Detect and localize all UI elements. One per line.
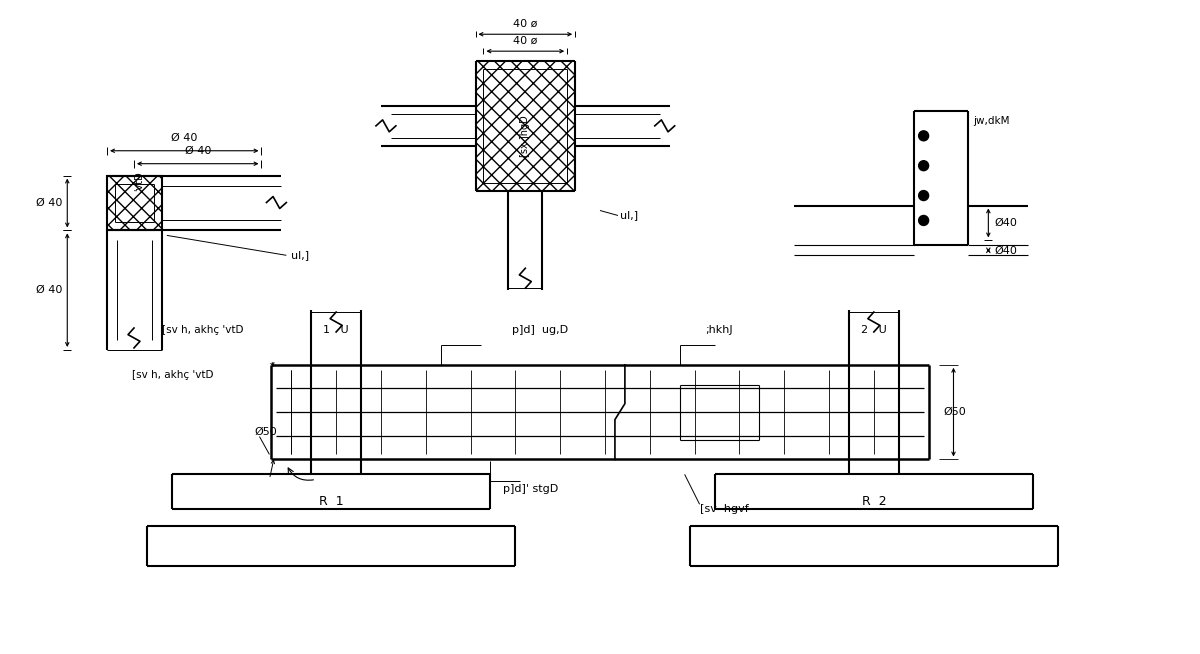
Bar	[107, 176, 162, 230]
Text: [sx ]hgD: [sx ]hgD	[521, 115, 530, 157]
Text: [sv  hgvf: [sv hgvf	[700, 504, 749, 514]
Text: jw,dkM: jw,dkM	[973, 116, 1010, 126]
Bar	[475, 61, 575, 190]
Text: 40 ø: 40 ø	[514, 18, 538, 28]
Text: 2   U: 2 U	[860, 325, 887, 335]
Text: Ø40: Ø40	[995, 245, 1018, 255]
Text: p]d]' stgD: p]d]' stgD	[503, 485, 558, 494]
Text: Ø 40: Ø 40	[170, 133, 197, 143]
Text: ;hkhJ: ;hkhJ	[706, 325, 733, 335]
Text: [sv h, akhç 'vtD: [sv h, akhç 'vtD	[132, 370, 214, 380]
Text: 1   U: 1 U	[323, 325, 349, 335]
Text: 40 ø: 40 ø	[514, 35, 538, 45]
Text: Ø 40: Ø 40	[36, 285, 62, 295]
Text: p]d]  ug,D: p]d] ug,D	[512, 325, 569, 335]
Text: R  2: R 2	[862, 495, 886, 508]
Text: Ø50: Ø50	[254, 426, 277, 437]
Text: 'vtD: 'vtD	[134, 171, 144, 192]
Circle shape	[919, 190, 929, 201]
Circle shape	[919, 161, 929, 171]
Text: Ø 40: Ø 40	[36, 198, 62, 207]
Text: ul,]: ul,]	[620, 211, 638, 220]
Circle shape	[919, 215, 929, 226]
Text: [sv h, akhç 'vtD: [sv h, akhç 'vtD	[162, 325, 244, 335]
Text: ul,]: ul,]	[292, 250, 310, 260]
Text: Ø40: Ø40	[995, 217, 1018, 228]
Circle shape	[919, 131, 929, 141]
Text: Ø 40: Ø 40	[185, 146, 211, 156]
Text: R  1: R 1	[319, 495, 343, 508]
Text: Ø50: Ø50	[943, 407, 966, 417]
